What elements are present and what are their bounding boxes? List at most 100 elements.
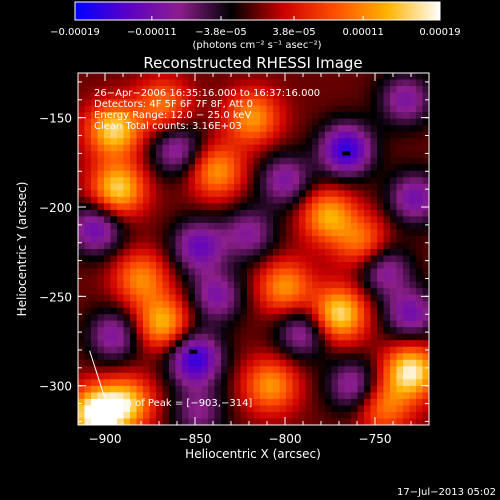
heatmap-cell xyxy=(84,190,92,198)
heatmap-cell xyxy=(422,235,429,244)
heatmap-cell xyxy=(117,183,125,191)
heatmap-cell xyxy=(305,118,313,126)
heatmap-cell xyxy=(182,125,190,133)
heatmap-cell xyxy=(110,333,118,341)
heatmap-cell xyxy=(130,405,138,413)
heatmap-cell xyxy=(260,353,268,361)
heatmap-cell xyxy=(377,262,385,270)
heatmap-cell xyxy=(409,385,417,394)
heatmap-cell xyxy=(273,301,281,309)
heatmap-cell xyxy=(130,353,138,361)
heatmap-cell xyxy=(331,288,339,296)
heatmap-cell xyxy=(344,190,352,198)
heatmap-cell xyxy=(156,99,164,107)
heatmap-cell xyxy=(377,229,385,237)
heatmap-cell xyxy=(364,249,372,257)
heatmap-cell xyxy=(227,385,235,394)
heatmap-cell xyxy=(351,112,359,120)
heatmap-cell xyxy=(292,209,300,218)
heatmap-cell xyxy=(97,131,105,139)
heatmap-cell xyxy=(416,379,424,387)
heatmap-cell xyxy=(247,353,255,361)
heatmap-cell xyxy=(312,353,320,361)
heatmap-cell xyxy=(227,249,235,257)
heatmap-cell xyxy=(292,281,300,289)
heatmap-cell xyxy=(383,249,391,257)
heatmap-cell xyxy=(253,157,261,165)
heatmap-cell xyxy=(377,177,385,185)
heatmap-cell xyxy=(338,216,346,224)
heatmap-cell xyxy=(201,327,209,335)
heatmap-cell xyxy=(221,301,229,309)
heatmap-cell xyxy=(104,249,112,257)
heatmap-cell xyxy=(370,392,378,400)
heatmap-cell xyxy=(214,118,222,126)
heatmap-cell xyxy=(156,177,164,185)
heatmap-cell xyxy=(396,353,404,361)
heatmap-cell xyxy=(383,105,391,113)
heatmap-cell xyxy=(188,229,196,237)
heatmap-cell xyxy=(162,196,170,204)
heatmap-cell xyxy=(214,131,222,139)
heatmap-cell xyxy=(240,340,248,348)
heatmap-cell xyxy=(266,164,274,172)
heatmap-cell xyxy=(279,73,287,81)
heatmap-cell xyxy=(227,164,235,172)
heatmap-cell xyxy=(312,262,320,270)
heatmap-cell xyxy=(162,105,170,113)
heatmap-cell xyxy=(357,112,365,120)
heatmap-cell xyxy=(227,294,235,302)
heatmap-cell xyxy=(201,418,209,425)
heatmap-cell xyxy=(143,398,151,407)
heatmap-cell xyxy=(377,73,385,81)
heatmap-cell xyxy=(169,118,177,126)
heatmap-cell xyxy=(416,281,424,289)
heatmap-cell xyxy=(117,177,125,185)
heatmap-cell xyxy=(344,372,352,380)
heatmap-cell xyxy=(247,333,255,341)
heatmap-cell xyxy=(403,262,411,270)
heatmap-cell xyxy=(312,209,320,218)
heatmap-cell xyxy=(247,249,255,257)
heatmap-cell xyxy=(201,151,209,159)
heatmap-cell xyxy=(188,177,196,185)
heatmap-cell xyxy=(84,411,92,420)
heatmap-cell xyxy=(110,138,118,146)
heatmap-cell xyxy=(370,327,378,335)
heatmap-cell xyxy=(390,125,398,133)
peak-position-label: Position of Peak = [−903,−314] xyxy=(93,398,252,409)
heatmap-cell xyxy=(195,138,203,146)
heatmap-cell xyxy=(422,366,429,374)
heatmap-cell xyxy=(214,314,222,322)
heatmap-cell xyxy=(331,314,339,322)
heatmap-cell xyxy=(299,327,307,335)
heatmap-cell xyxy=(370,183,378,191)
heatmap-cell xyxy=(240,222,248,231)
heatmap-cell xyxy=(91,307,99,315)
heatmap-cell xyxy=(331,359,339,367)
heatmap-cell xyxy=(149,262,157,270)
heatmap-cell xyxy=(422,177,429,185)
heatmap-cell xyxy=(104,275,112,283)
heatmap-cell xyxy=(396,157,404,165)
heatmap-cell xyxy=(130,242,138,250)
heatmap-cell xyxy=(325,79,333,87)
heatmap-cell xyxy=(169,366,177,374)
heatmap-cell xyxy=(383,196,391,204)
heatmap-cell xyxy=(78,164,86,172)
heatmap-cell xyxy=(143,170,151,178)
heatmap-cell xyxy=(149,275,157,283)
heatmap-cell xyxy=(188,190,196,198)
heatmap-cell xyxy=(143,262,151,270)
heatmap-cell xyxy=(227,216,235,224)
heatmap-cell xyxy=(403,411,411,420)
heatmap-cell xyxy=(312,157,320,165)
heatmap-cell xyxy=(260,418,268,425)
heatmap-cell xyxy=(325,131,333,139)
heatmap-cell xyxy=(234,125,242,133)
heatmap-cell xyxy=(136,340,144,348)
heatmap-cell xyxy=(299,79,307,87)
heatmap-cell xyxy=(299,190,307,198)
heatmap-cell xyxy=(182,372,190,380)
colorbar-tick-label: −3.8e−05 xyxy=(195,27,247,38)
